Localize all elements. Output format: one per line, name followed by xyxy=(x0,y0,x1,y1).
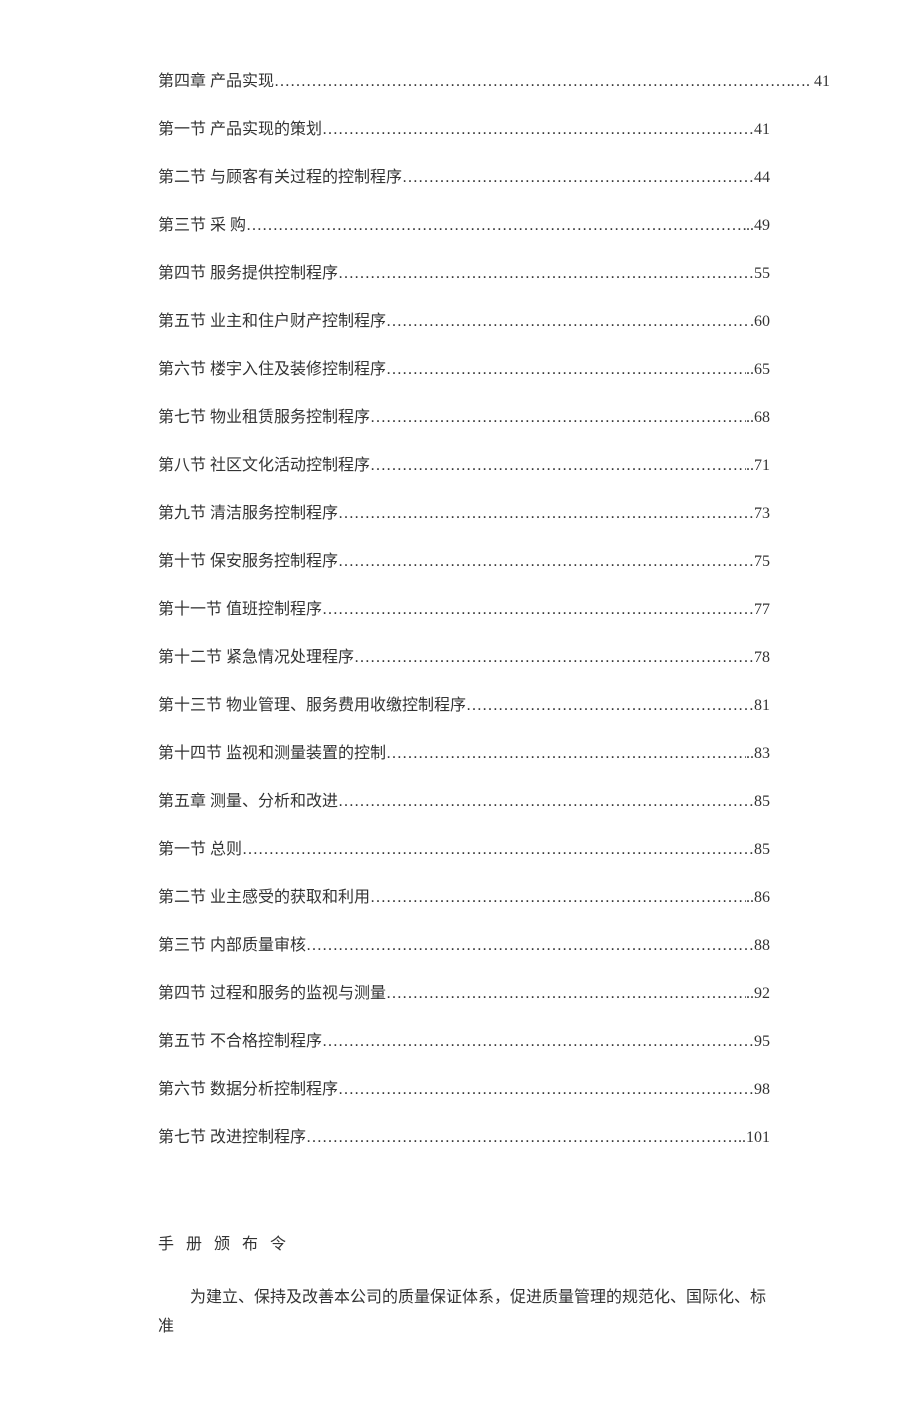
toc-entry: 第十节 保安服务控制程序 75 xyxy=(158,550,770,574)
toc-page: 73 xyxy=(754,502,770,526)
toc-leader xyxy=(338,1078,754,1102)
toc-label: 第二节 与顾客有关过程的控制程序 xyxy=(158,166,402,190)
toc-entry: 第三节 内部质量审核 88 xyxy=(158,934,770,958)
toc-entry: 第七节 改进控制程序 ..101 xyxy=(158,1126,770,1150)
body-paragraph: 为建立、保持及改善本公司的质量保证体系，促进质量管理的规范化、国际化、标准 xyxy=(158,1284,770,1342)
toc-page: 88 xyxy=(754,934,770,958)
toc-label: 第二节 业主感受的获取和利用 xyxy=(158,886,370,910)
toc-label: 第十二节 紧急情况处理程序 xyxy=(158,646,354,670)
toc-entry: 第五章 测量、分析和改进 85 xyxy=(158,790,770,814)
toc-label: 第三节 内部质量审核 xyxy=(158,934,306,958)
toc-label: 第十一节 值班控制程序 xyxy=(158,598,322,622)
toc-page: ..65 xyxy=(746,358,770,382)
toc-leader xyxy=(338,790,754,814)
toc-entry: 第七节 物业租赁服务控制程序 ..68 xyxy=(158,406,770,430)
toc-page: 78 xyxy=(754,646,770,670)
toc-leader xyxy=(370,406,746,430)
toc-label: 第五章 测量、分析和改进 xyxy=(158,790,338,814)
toc-label: 第一节 产品实现的策划 xyxy=(158,118,322,142)
toc-leader xyxy=(338,502,754,526)
toc-entry: 第二节 与顾客有关过程的控制程序 44 xyxy=(158,166,770,190)
toc-label: 第一节 总则 xyxy=(158,838,242,862)
toc-entry: 第五节 业主和住户财产控制程序 .60 xyxy=(158,310,770,334)
toc-leader xyxy=(386,982,746,1006)
toc-page: 95 xyxy=(754,1030,770,1054)
toc-page: …. 41 xyxy=(790,70,830,94)
toc-entry: 第九节 清洁服务控制程序 73 xyxy=(158,502,770,526)
toc-leader xyxy=(274,70,790,94)
toc-label: 第六节 楼宇入住及装修控制程序 xyxy=(158,358,386,382)
toc-entry: 第十三节 物业管理、服务费用收缴控制程序 81 xyxy=(158,694,770,718)
toc-label: 第四节 服务提供控制程序 xyxy=(158,262,338,286)
toc-page: 41 xyxy=(754,118,770,142)
toc-page: ..83 xyxy=(746,742,770,766)
toc-label: 第四章 产品实现 xyxy=(158,70,274,94)
toc-entry: 第十四节 监视和测量装置的控制 ..83 xyxy=(158,742,770,766)
toc-leader xyxy=(386,358,746,382)
toc-entry: 第一节 总则 85 xyxy=(158,838,770,862)
toc-leader xyxy=(386,310,750,334)
toc-page: ..86 xyxy=(746,886,770,910)
toc-leader xyxy=(322,598,754,622)
toc-leader xyxy=(246,214,746,238)
toc-entry: 第三节 采 购 ..49 xyxy=(158,214,770,238)
toc-page: 85 xyxy=(754,838,770,862)
toc-page: ..68 xyxy=(746,406,770,430)
toc-leader xyxy=(242,838,754,862)
toc-entry: 第六节 数据分析控制程序 98 xyxy=(158,1078,770,1102)
toc-page: ..49 xyxy=(746,214,770,238)
toc-leader xyxy=(306,934,754,958)
toc-label: 第六节 数据分析控制程序 xyxy=(158,1078,338,1102)
toc-leader xyxy=(466,694,754,718)
toc-leader xyxy=(306,1126,738,1150)
toc-leader xyxy=(402,166,754,190)
toc-label: 第五节 业主和住户财产控制程序 xyxy=(158,310,386,334)
toc-page: ..92 xyxy=(746,982,770,1006)
toc-label: 第十三节 物业管理、服务费用收缴控制程序 xyxy=(158,694,466,718)
toc-label: 第七节 物业租赁服务控制程序 xyxy=(158,406,370,430)
toc-entry: 第四章 产品实现 …. 41 xyxy=(158,70,830,94)
toc-entry: 第二节 业主感受的获取和利用 ..86 xyxy=(158,886,770,910)
toc-entry: 第五节 不合格控制程序 95 xyxy=(158,1030,770,1054)
toc-label: 第九节 清洁服务控制程序 xyxy=(158,502,338,526)
toc-entry: 第八节 社区文化活动控制程序 ..71 xyxy=(158,454,770,478)
toc-page: 44 xyxy=(754,166,770,190)
toc-page: 77 xyxy=(754,598,770,622)
toc-label: 第十四节 监视和测量装置的控制 xyxy=(158,742,386,766)
section-heading: 手 册 颁 布 令 xyxy=(158,1230,770,1254)
table-of-contents: 第四章 产品实现 …. 41第一节 产品实现的策划41第二节 与顾客有关过程的控… xyxy=(158,70,770,1150)
toc-label: 第三节 采 购 xyxy=(158,214,246,238)
toc-label: 第十节 保安服务控制程序 xyxy=(158,550,338,574)
toc-label: 第八节 社区文化活动控制程序 xyxy=(158,454,370,478)
toc-label: 第四节 过程和服务的监视与测量 xyxy=(158,982,386,1006)
toc-page: .60 xyxy=(750,310,770,334)
toc-leader xyxy=(322,1030,754,1054)
toc-page: ..101 xyxy=(738,1126,770,1150)
toc-leader xyxy=(322,118,754,142)
toc-leader xyxy=(370,454,746,478)
toc-entry: 第六节 楼宇入住及装修控制程序 ..65 xyxy=(158,358,770,382)
toc-entry: 第一节 产品实现的策划 41 xyxy=(158,118,770,142)
toc-leader xyxy=(338,550,754,574)
toc-label: 第五节 不合格控制程序 xyxy=(158,1030,322,1054)
toc-page: 81 xyxy=(754,694,770,718)
toc-page: 98 xyxy=(754,1078,770,1102)
toc-page: ..71 xyxy=(746,454,770,478)
toc-leader xyxy=(354,646,754,670)
toc-page: 85 xyxy=(754,790,770,814)
toc-entry: 第十一节 值班控制程序 77 xyxy=(158,598,770,622)
toc-leader xyxy=(386,742,746,766)
toc-entry: 第四节 服务提供控制程序 55 xyxy=(158,262,770,286)
toc-leader xyxy=(370,886,746,910)
toc-label: 第七节 改进控制程序 xyxy=(158,1126,306,1150)
toc-page: 55 xyxy=(754,262,770,286)
toc-page: 75 xyxy=(754,550,770,574)
toc-leader xyxy=(338,262,754,286)
toc-entry: 第四节 过程和服务的监视与测量 ..92 xyxy=(158,982,770,1006)
toc-entry: 第十二节 紧急情况处理程序 78 xyxy=(158,646,770,670)
